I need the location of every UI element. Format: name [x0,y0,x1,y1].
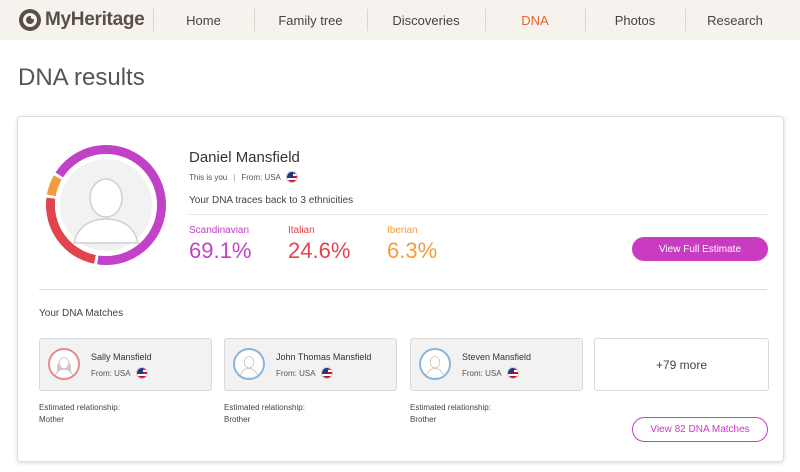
separator: | [233,172,236,182]
relationship-label: Estimated relationship: [224,403,305,412]
more-matches-button[interactable]: +79 more [594,338,769,391]
relationship-value: Mother [39,415,64,424]
ethnicity-scandinavian[interactable]: Scandinavian 69.1% [189,225,251,264]
ethnicity-percent: 69.1% [189,238,252,263]
match-name: Steven Mansfield [462,352,532,362]
us-flag-icon [506,367,519,379]
ethnicity-donut-svg [46,145,166,265]
match-name: John Thomas Mansfield [276,352,372,362]
nav-discoveries[interactable]: Discoveries [392,12,460,28]
nav-photos[interactable]: Photos [614,12,656,28]
dna-match-card[interactable]: Steven Mansfield From: USA [410,338,583,391]
match-relationship: Estimated relationship: Mother [39,402,120,426]
profile-name: Daniel Mansfield [189,149,300,166]
brand-name: MyHeritage [45,9,145,30]
match-from: From: USA [276,367,333,379]
ethnicity-percent: 24.6% [288,238,351,263]
ethnicity-iberian[interactable]: Iberian 6.3% [387,225,437,264]
ethnicity-donut-chart[interactable] [44,143,168,267]
match-relationship: Estimated relationship: Brother [224,402,305,426]
profile-silhouette-icon [60,159,152,251]
nav-family-tree[interactable]: Family tree [278,12,343,28]
myheritage-logo-icon [19,9,41,31]
match-country: From: USA [276,368,316,378]
us-flag-icon [320,367,333,379]
relationship-value: Brother [410,415,437,424]
match-name: Sally Mansfield [91,352,152,362]
profile-subtitle: This is you | From: USA [189,171,298,183]
match-country: From: USA [91,368,131,378]
dna-results-card: Daniel Mansfield This is you | From: USA… [17,116,784,462]
ethnicity-name: Italian [288,225,315,236]
nav-divider [485,9,486,31]
match-country: From: USA [462,368,502,378]
top-navigation-bar: MyHeritage Home Family tree Discoveries … [0,0,800,40]
us-flag-icon [285,171,298,183]
relationship-value: Brother [224,415,251,424]
dna-match-card[interactable]: Sally Mansfield From: USA [39,338,212,391]
ethnicity-summary: Your DNA traces back to 3 ethnicities [189,195,354,206]
relationship-label: Estimated relationship: [410,403,491,412]
page-title: DNA results [18,64,145,91]
match-from: From: USA [462,367,519,379]
view-dna-matches-button[interactable]: View 82 DNA Matches [632,417,768,442]
donut-segment-italian [46,197,96,264]
main-nav: Home Family tree Discoveries DNA Photos … [153,0,785,40]
nav-home[interactable]: Home [186,12,221,28]
nav-divider [685,9,686,31]
nav-dna[interactable]: DNA [521,12,549,28]
dna-matches-heading: Your DNA Matches [39,308,124,319]
relationship-label: Estimated relationship: [39,403,120,412]
ethnicity-italian[interactable]: Italian 24.6% [288,225,350,264]
divider [39,289,767,290]
male-silhouette-icon [425,356,445,378]
profile-from: From: USA [241,172,281,182]
male-silhouette-icon [239,356,259,378]
dna-match-card[interactable]: John Thomas Mansfield From: USA [224,338,397,391]
nav-divider [367,9,368,31]
view-full-estimate-button[interactable]: View Full Estimate [632,237,768,261]
nav-divider [254,9,255,31]
match-from: From: USA [91,367,148,379]
ethnicity-percent: 6.3% [387,238,438,263]
nav-divider [585,9,586,31]
avatar [233,348,265,380]
myheritage-logo[interactable]: MyHeritage [18,7,145,33]
ethnicity-name: Iberian [387,225,418,236]
divider [189,214,769,215]
match-relationship: Estimated relationship: Brother [410,402,491,426]
donut-segment-iberian [46,175,62,197]
avatar [48,348,80,380]
ethnicity-name: Scandinavian [189,225,250,236]
nav-divider [153,9,154,31]
us-flag-icon [135,367,148,379]
nav-research[interactable]: Research [707,12,763,28]
this-is-you-label: This is you [189,172,228,182]
avatar [419,348,451,380]
female-silhouette-icon [54,357,74,378]
